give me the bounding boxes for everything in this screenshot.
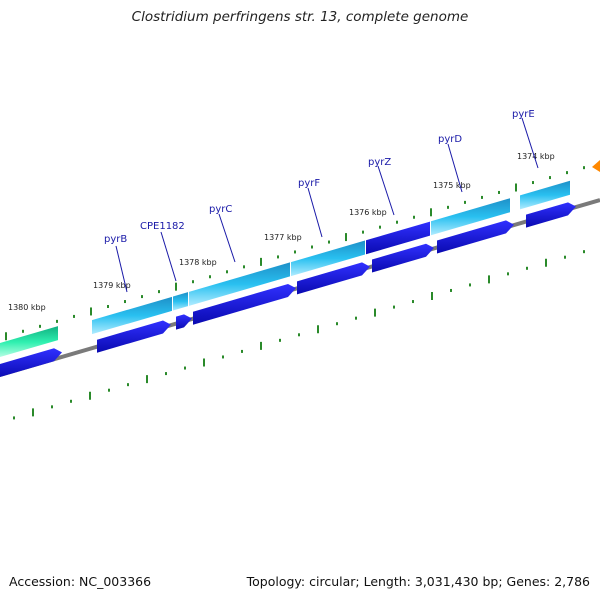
kbp-label-1376: 1376 kbp: [349, 208, 387, 217]
gene-label-pyrF: pyrF: [298, 178, 320, 189]
kbp-label-1375: 1375 kbp: [433, 181, 471, 190]
kbp-label-1378: 1378 kbp: [179, 258, 217, 267]
cds-arrow-1: [0, 348, 62, 378]
gene-block-pyrE: [520, 180, 570, 210]
genome-summary-text: Topology: circular; Length: 3,031,430 bp…: [246, 574, 590, 589]
kbp-label-1377: 1377 kbp: [264, 233, 302, 242]
gene-block-pyrB: [92, 296, 172, 335]
cds-arrow-pyrF: [297, 262, 370, 295]
gene-block-pyrZ: [366, 221, 430, 255]
gene-label-leaders: [115, 117, 539, 293]
gene-labels: pyrB CPE1182 pyrC pyrF pyrZ pyrD pyrE: [104, 109, 535, 245]
cds-arrow-pyrE: [526, 202, 576, 228]
cds-arrow-pyrC: [193, 284, 296, 325]
accession-text: Accession: NC_003366: [9, 574, 152, 589]
gene-label-CPE1182: CPE1182: [140, 221, 185, 232]
gene-features: [0, 180, 576, 378]
kbp-label-1380: 1380 kbp: [8, 303, 46, 312]
gene-label-pyrC: pyrC: [209, 204, 232, 215]
map-title: Clostridium perfringens str. 13, complet…: [131, 9, 469, 25]
orange-marker: [592, 160, 600, 172]
gene-label-pyrE: pyrE: [512, 109, 535, 120]
kbp-label-1379: 1379 kbp: [93, 281, 131, 290]
gene-block-green: [0, 326, 58, 358]
ruler-ticks: [5, 166, 585, 341]
cds-arrow-CPE1182: [176, 314, 192, 330]
cds-arrow-pyrZ: [372, 243, 434, 273]
cds-arrow-pyrB: [97, 320, 171, 353]
gene-block-pyrC: [189, 262, 290, 306]
gene-label-pyrZ: pyrZ: [368, 157, 391, 168]
ruler-labels: 1380 kbp 1379 kbp 1378 kbp 1377 kbp 1376…: [8, 152, 555, 312]
gene-label-pyrB: pyrB: [104, 234, 127, 245]
gc-ticks: [13, 250, 585, 420]
gene-block-pyrF: [291, 240, 365, 277]
gene-block-pyrD: [431, 198, 510, 236]
gene-block-CPE1182: [173, 292, 188, 311]
gene-label-pyrD: pyrD: [438, 134, 462, 145]
kbp-label-1374: 1374 kbp: [517, 152, 555, 161]
cds-arrow-pyrD: [437, 220, 514, 254]
